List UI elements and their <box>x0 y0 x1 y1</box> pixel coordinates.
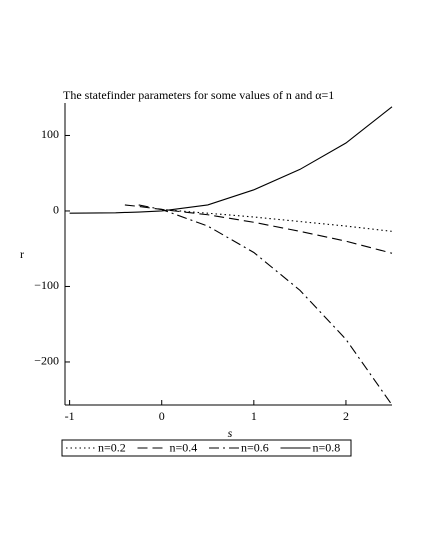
x-tick-label: 2 <box>343 409 349 423</box>
x-tick-label: 1 <box>251 409 257 423</box>
legend-label: n=0.6 <box>241 440 269 454</box>
legend-box <box>61 439 352 457</box>
series-line <box>161 208 393 232</box>
x-tick-label: -1 <box>65 409 75 423</box>
series-line <box>124 204 393 254</box>
y-tick-label: 0 <box>53 203 59 217</box>
series-line <box>138 204 393 406</box>
y-tick-label: 100 <box>41 127 59 141</box>
y-tick-label: −200 <box>34 354 59 368</box>
x-axis-label: s <box>228 426 233 440</box>
series-line <box>69 106 393 214</box>
x-tick-label: 0 <box>159 409 165 423</box>
y-tick-label: −100 <box>34 278 59 292</box>
chart-title: The statefinder parameters for some valu… <box>63 88 334 102</box>
y-axis-label: r <box>20 247 24 261</box>
legend-label: n=0.4 <box>170 440 198 454</box>
legend-label: n=0.2 <box>98 440 126 454</box>
legend-label: n=0.8 <box>313 440 341 454</box>
